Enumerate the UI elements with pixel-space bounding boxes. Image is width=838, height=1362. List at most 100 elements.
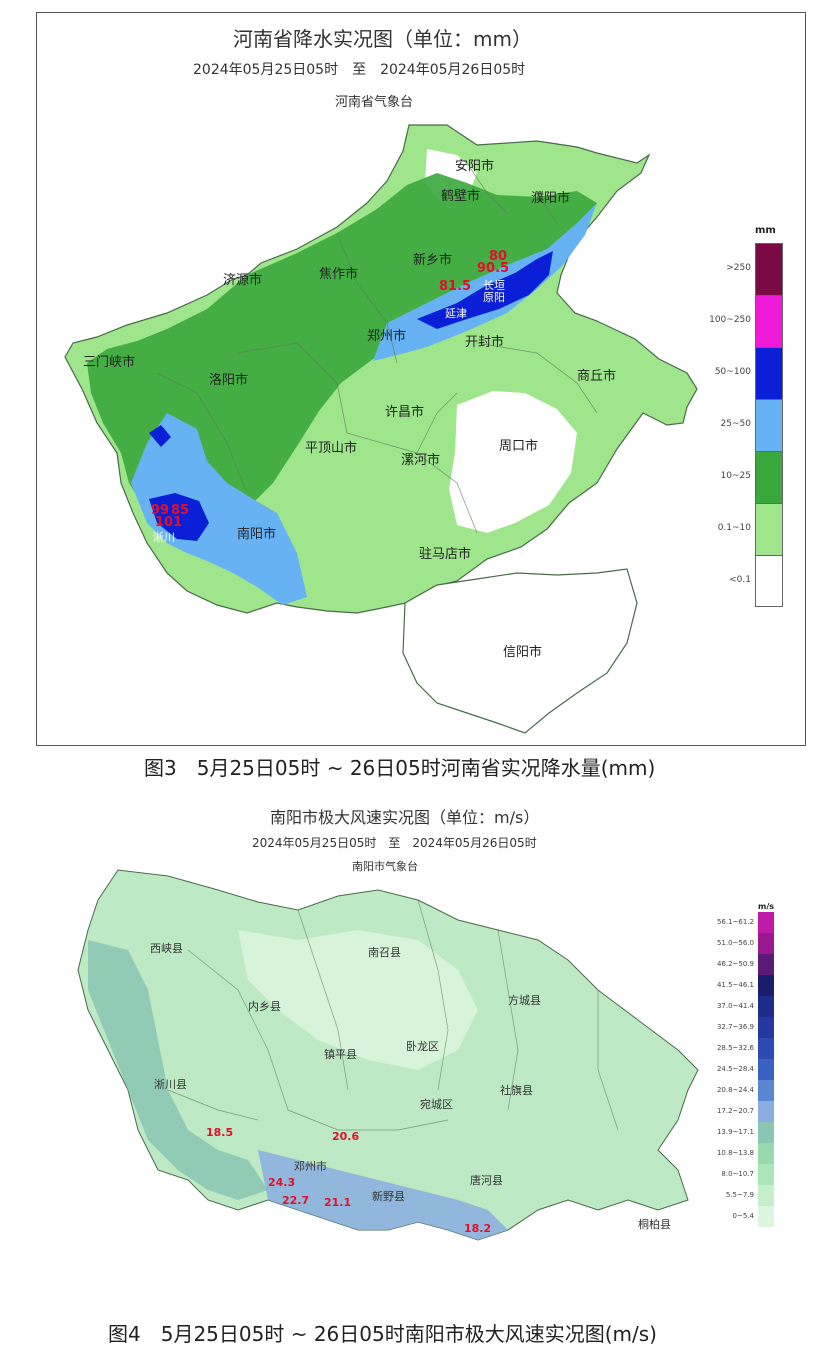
city-jiyuan: 济源市 (223, 273, 263, 288)
map2-legend-unit: m/s (758, 902, 775, 911)
map2-period: 2024年05月25日05时 至 2024年05月26日05时 (252, 836, 537, 850)
city-nanyang: 南阳市 (237, 527, 277, 542)
city-xinyang: 信阳市 (503, 645, 543, 660)
figure4-caption: 图4 5月25日05时 ~ 26日05时南阳市极大风速实况图(m/s) (108, 1322, 657, 1346)
county-dengzhou: 邓州市 (294, 1160, 327, 1173)
legend-label: 0~5.4 (732, 1212, 754, 1220)
band-50-100-west (149, 425, 171, 447)
legend-swatch (755, 347, 783, 401)
city-hebi: 鹤壁市 (441, 189, 481, 204)
legend-label: 25~50 (720, 419, 751, 429)
figure3-caption: 图3 5月25日05时 ~ 26日05时河南省实况降水量(mm) (144, 756, 656, 780)
legend-label: 5.5~7.9 (725, 1191, 754, 1199)
legend-label: 37.0~41.4 (716, 1002, 754, 1010)
city-xuchang: 许昌市 (385, 405, 425, 420)
legend-swatch (758, 1164, 774, 1185)
legend-swatch (758, 1038, 774, 1059)
map1-period: 2024年05月25日05时 至 2024年05月26日05时 (193, 62, 526, 78)
precip-value: 99 (151, 503, 170, 518)
map2-issuer: 南阳市气象台 (352, 860, 418, 873)
county-tongbai: 桐柏县 (638, 1218, 671, 1231)
city-sanmenxia: 三门峡市 (83, 355, 136, 370)
wind-value: 18.5 (206, 1126, 234, 1139)
henan-precip-map: 河南省降水实况图（单位：mm） 2024年05月25日05时 至 2024年05… (36, 12, 806, 746)
wind-zone-west (88, 940, 268, 1200)
legend-swatch (755, 451, 783, 505)
county-xichuan: 淅川县 (154, 1078, 187, 1091)
legend-swatch (758, 1122, 774, 1143)
henan-map-shapes (64, 124, 698, 734)
county-sheqi: 社旗县 (500, 1084, 533, 1097)
legend-swatch (758, 1206, 774, 1227)
county-xinye: 新野县 (372, 1190, 405, 1203)
legend-swatch (755, 243, 783, 297)
county-wancheng: 宛城区 (420, 1098, 453, 1111)
xinyang-region (402, 568, 638, 734)
city-anyang: 安阳市 (455, 159, 495, 174)
no-rain-zone-east (449, 391, 577, 533)
legend-swatch (755, 503, 783, 557)
legend-label: 100~250 (709, 315, 751, 325)
legend-label: 20.8~24.4 (716, 1086, 754, 1094)
city-pingdingshan: 平顶山市 (305, 441, 358, 456)
wind-value: 20.6 (332, 1130, 360, 1143)
precip-value: 101 (155, 515, 183, 530)
legend-swatch (758, 1185, 774, 1206)
city-puyang: 濮阳市 (531, 191, 571, 206)
legend-label: 41.5~46.1 (716, 981, 754, 989)
wind-zone-light (238, 930, 478, 1070)
precip-value: 90.5 (477, 261, 510, 276)
legend-label: 8.0~10.7 (721, 1170, 754, 1178)
band-50-100-north (417, 251, 553, 329)
legend-swatch (758, 954, 774, 975)
wind-zone-south (258, 1150, 508, 1240)
legend-label: 51.0~56.0 (716, 939, 754, 947)
band-50-100-sw (149, 493, 209, 541)
station-label: 原阳 (483, 291, 505, 304)
legend-swatch (755, 399, 783, 453)
band-25-50-sw (131, 413, 307, 605)
station-label: 延津 (445, 307, 467, 320)
wind-value: 18.2 (464, 1222, 492, 1235)
legend-swatch (758, 1143, 774, 1164)
map1-issuer: 河南省气象台 (335, 95, 414, 110)
legend-swatch (758, 975, 774, 996)
band-10-25 (87, 173, 597, 553)
county-xixia: 西峡县 (150, 942, 183, 955)
wind-value: 21.1 (324, 1196, 352, 1209)
legend-label: 46.2~50.9 (716, 960, 754, 968)
legend-swatch (758, 912, 774, 933)
county-fangcheng: 方城县 (508, 994, 541, 1007)
nanyang-map-shapes (77, 869, 699, 1241)
legend-swatch (758, 933, 774, 954)
map1-legend-unit: mm (755, 225, 776, 236)
legend-swatch (758, 1080, 774, 1101)
city-zhoukou: 周口市 (499, 439, 539, 454)
legend-label: 56.1~61.2 (716, 918, 754, 926)
station-label: 淅川 (153, 531, 175, 544)
county-zhenping: 镇平县 (324, 1048, 357, 1061)
county-tanghe: 唐河县 (470, 1174, 503, 1187)
legend-label: 13.9~17.1 (716, 1128, 754, 1136)
precip-value: 85 (171, 503, 190, 518)
city-zhumadian: 驻马店市 (419, 547, 472, 562)
legend-label: >250 (726, 263, 751, 273)
wind-value: 22.7 (282, 1194, 310, 1207)
county-wolong: 卧龙区 (406, 1040, 439, 1053)
city-kaifeng: 开封市 (465, 335, 505, 350)
legend-swatch (755, 555, 783, 607)
legend-swatch (758, 1017, 774, 1038)
legend-label: 10.8~13.8 (716, 1149, 754, 1157)
legend-label: <0.1 (729, 575, 751, 585)
map1-title: 河南省降水实况图（单位：mm） (233, 27, 532, 51)
city-xinxiang: 新乡市 (413, 253, 453, 268)
legend-label: 32.7~36.9 (716, 1023, 754, 1031)
county-borders (167, 899, 619, 1131)
city-shangqiu: 商丘市 (577, 369, 617, 384)
wind-value: 24.3 (268, 1176, 296, 1189)
legend-label: 50~100 (714, 367, 751, 377)
city-jiaozuo: 焦作市 (319, 267, 359, 282)
station-label: 长垣 (483, 279, 505, 292)
legend-label: 17.2~20.7 (716, 1107, 754, 1115)
county-nanzhao: 南召县 (368, 946, 401, 959)
